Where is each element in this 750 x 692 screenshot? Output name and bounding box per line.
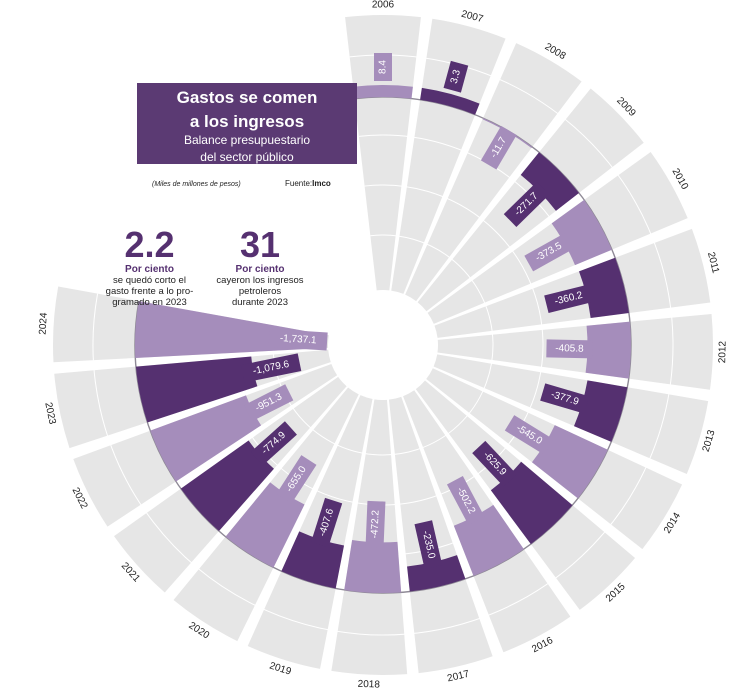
chart-subtitle-line1: Balance presupuestario xyxy=(183,133,311,147)
background-bar xyxy=(388,396,493,674)
year-tick-label: 2024 xyxy=(37,312,49,335)
data-bar xyxy=(180,440,274,532)
data-label: -1,079.6 xyxy=(240,353,302,383)
stat-text-line1: cayeron los ingresos xyxy=(216,275,304,286)
data-bar xyxy=(573,380,628,442)
data-bar xyxy=(490,461,573,545)
data-label: -472.2 xyxy=(365,500,386,548)
year-tick-label: 2018 xyxy=(357,679,380,691)
background-bar xyxy=(345,15,421,291)
data-bar xyxy=(225,482,305,568)
chart-subtitle-line2: del sector público xyxy=(200,150,294,164)
data-label: 8.4 xyxy=(374,53,392,81)
stat-spending-gap: 2.2 Por ciento se quedó corto el gasto f… xyxy=(92,224,207,309)
background-bar xyxy=(433,354,709,474)
data-label: -11.7 xyxy=(480,125,517,170)
svg-text:-472.2: -472.2 xyxy=(369,509,381,538)
year-tick-label: 2013 xyxy=(701,428,718,453)
stat-text-line3: durante 2023 xyxy=(232,297,288,308)
chart-title-line1: Gastos se comen xyxy=(176,88,318,107)
background-bar xyxy=(391,18,506,294)
stat-text-line2: petroleros xyxy=(238,286,282,297)
year-tick-label: 2011 xyxy=(705,251,721,275)
background-bar xyxy=(247,395,373,669)
grid-ring xyxy=(272,234,494,456)
data-bar xyxy=(551,199,612,266)
source-org: Imco xyxy=(312,179,331,188)
data-bar xyxy=(135,356,258,423)
data-bar xyxy=(420,87,480,115)
title-box: Gastos se comen a los ingresos Balance p… xyxy=(137,83,357,164)
data-label: -235.0 xyxy=(414,520,443,570)
background-bar xyxy=(405,43,582,302)
data-label: -502.2 xyxy=(446,476,485,526)
data-label: -360.2 xyxy=(544,284,594,313)
data-bar xyxy=(520,152,579,211)
year-tick-label: 2019 xyxy=(268,660,293,677)
stat-unit: Por ciento xyxy=(125,264,174,275)
stat-unit: Por ciento xyxy=(235,264,285,275)
chart-title-line2: a los ingresos xyxy=(189,112,305,131)
svg-text:-405.8: -405.8 xyxy=(555,343,584,355)
data-label: -373.5 xyxy=(524,233,574,272)
background-bar xyxy=(434,228,711,338)
data-bar xyxy=(135,301,323,358)
year-tick-label: 2023 xyxy=(42,401,57,425)
svg-text:3.3: 3.3 xyxy=(449,68,463,85)
units-note: (Miles de millones de pesos) xyxy=(152,181,241,188)
svg-text:8.4: 8.4 xyxy=(378,60,389,74)
data-bar xyxy=(344,539,402,593)
source-credit: Fuente:Imco xyxy=(285,179,331,188)
stat-value: 2.2 xyxy=(124,224,175,265)
data-bar xyxy=(353,85,413,99)
year-tick-label: 2007 xyxy=(460,9,485,26)
stat-text-line3: gramado en 2023 xyxy=(112,297,187,308)
data-bar xyxy=(585,321,631,379)
year-tick-label: 2017 xyxy=(446,669,471,685)
year-tick-label: 2006 xyxy=(372,0,395,11)
year-tick-label: 2012 xyxy=(717,340,728,363)
data-label: -951.3 xyxy=(244,384,294,422)
data-label: -407.6 xyxy=(311,497,343,548)
grid-ring xyxy=(92,54,674,636)
data-bar xyxy=(482,118,533,148)
data-label: -377.9 xyxy=(540,383,590,414)
data-label: -1,737.1 xyxy=(268,328,328,351)
stat-oil-revenue-drop: 31 Por ciento cayeron los ingresos petro… xyxy=(200,224,320,309)
stat-text-line1: se quedó corto el xyxy=(113,275,186,286)
stat-text-line2: gasto frente a lo pro- xyxy=(105,286,194,297)
data-bar xyxy=(531,425,608,499)
stat-value: 31 xyxy=(239,224,281,265)
data-bar xyxy=(150,395,262,482)
data-label: 3.3 xyxy=(443,60,469,93)
data-bar xyxy=(578,257,629,319)
data-label: -405.8 xyxy=(546,339,593,359)
source-label: Fuente: xyxy=(285,179,313,188)
data-bar xyxy=(407,555,466,592)
svg-text:-1,737.1: -1,737.1 xyxy=(280,333,318,346)
